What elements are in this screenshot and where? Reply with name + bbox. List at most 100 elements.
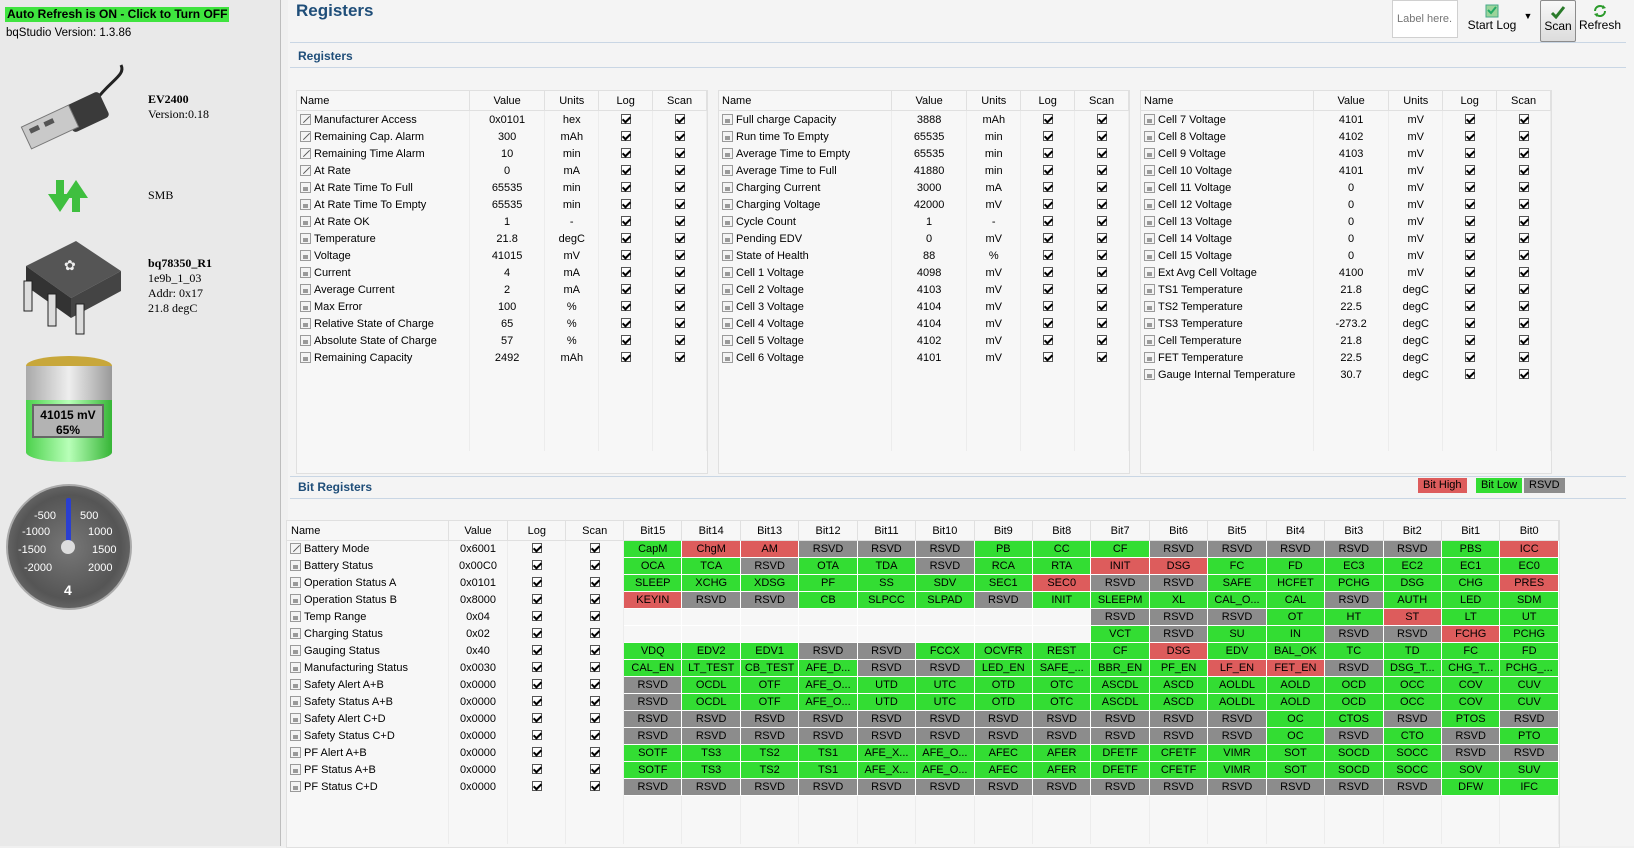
scan-checkbox[interactable] [674,334,685,345]
register-row[interactable]: Gauge Internal Temperature 30.7 degC [1141,366,1551,383]
column-header-bit0[interactable]: Bit0 [1499,521,1559,541]
log-checkbox[interactable] [1464,130,1475,141]
column-header-units[interactable]: Units [966,91,1022,111]
scan-checkbox[interactable] [674,317,685,328]
scan-checkbox[interactable] [674,164,685,175]
bit-register-row[interactable]: Safety Alert C+D 0x0000 RSVD RSVD RSVD RSVD RS… [287,710,1559,728]
log-checkbox[interactable] [1042,147,1053,158]
scan-checkbox[interactable] [674,130,685,141]
register-row[interactable]: Cell 1 Voltage 4098 mV [719,264,1129,281]
log-checkbox[interactable] [620,300,631,311]
scan-checkbox[interactable] [589,543,600,554]
scan-checkbox[interactable] [589,696,600,706]
column-header-scan[interactable]: Scan [1496,91,1551,111]
log-checkbox[interactable] [531,679,542,689]
scan-checkbox[interactable] [674,283,685,294]
register-row[interactable]: At Rate OK 1- [297,213,707,230]
log-checkbox[interactable] [1042,113,1053,124]
log-checkbox[interactable] [1464,266,1475,277]
scan-checkbox[interactable] [674,113,685,124]
scan-checkbox[interactable] [1096,215,1107,226]
register-row[interactable]: Full charge Capacity 3888 mAh [719,110,1129,128]
scan-checkbox[interactable] [589,679,600,689]
register-row[interactable]: TS3 Temperature -273.2 degC [1141,315,1551,332]
column-header-name[interactable]: Name [1141,91,1314,111]
scan-checkbox[interactable] [1096,130,1107,141]
register-value[interactable]: 0x0101 [469,110,546,128]
register-row[interactable]: Cell 4 Voltage 4104 mV [719,315,1129,332]
log-checkbox[interactable] [531,713,542,723]
column-header-bit11[interactable]: Bit11 [857,521,917,541]
log-checkbox[interactable] [531,764,542,774]
scan-button[interactable]: Scan [1540,0,1576,42]
log-checkbox[interactable] [620,181,631,192]
scan-checkbox[interactable] [589,628,600,638]
bit-register-row[interactable]: Charging Status 0x02 VCT RSVD SU IN RSVD RSVD FC… [287,625,1559,643]
scan-checkbox[interactable] [674,215,685,226]
scan-checkbox[interactable] [1518,317,1529,328]
log-checkbox[interactable] [620,334,631,345]
log-checkbox[interactable] [1464,113,1475,124]
log-label-input[interactable] [1392,0,1458,38]
log-checkbox[interactable] [1464,181,1475,192]
log-checkbox[interactable] [531,662,542,672]
bit-register-row[interactable]: Temp Range 0x04 RSVD RSVD RSVD OT HT ST LT UT [287,608,1559,626]
column-header-log[interactable]: Log [1020,91,1076,111]
register-row[interactable]: Cell 8 Voltage 4102 mV [1141,128,1551,145]
bit-register-row[interactable]: Battery Status 0x00C0 OCA TCA RSVD OTA TDA RSVD… [287,557,1559,575]
register-row[interactable]: At Rate Time To Empty 65535 min [297,196,707,213]
scan-checkbox[interactable] [1518,300,1529,311]
register-row[interactable]: Cell 2 Voltage 4103 mV [719,281,1129,298]
register-row[interactable]: Cell 9 Voltage 4103 mV [1141,145,1551,162]
scan-checkbox[interactable] [1096,198,1107,209]
scan-checkbox[interactable] [1518,181,1529,192]
column-header-scan[interactable]: Scan [652,91,707,111]
scan-checkbox[interactable] [1096,351,1107,362]
column-header-bit1[interactable]: Bit1 [1441,521,1501,541]
scan-checkbox[interactable] [674,181,685,192]
column-header-units[interactable]: Units [544,91,600,111]
scan-checkbox[interactable] [589,594,600,604]
bit-register-row[interactable]: Battery Mode 0x6001 CapM ChgM AM RSVD RSVD RSVD… [287,540,1559,558]
column-header-value[interactable]: Value [469,91,546,111]
log-checkbox[interactable] [620,232,631,243]
log-checkbox[interactable] [531,577,542,587]
register-value[interactable]: 10 [469,145,546,162]
scan-checkbox[interactable] [674,147,685,158]
scan-checkbox[interactable] [589,577,600,587]
bit-register-row[interactable]: Manufacturing Status 0x0030 CAL_EN LT_TEST C… [287,659,1559,677]
scan-checkbox[interactable] [589,560,600,570]
log-checkbox[interactable] [1042,164,1053,175]
column-header-log[interactable]: Log [598,91,654,111]
register-row[interactable]: Remaining Cap. Alarm 300 mAh [297,128,707,145]
scan-checkbox[interactable] [1518,147,1529,158]
scan-checkbox[interactable] [589,747,600,757]
log-checkbox[interactable] [1042,283,1053,294]
scan-checkbox[interactable] [1518,164,1529,175]
log-checkbox[interactable] [1464,283,1475,294]
log-checkbox[interactable] [1042,300,1053,311]
scan-checkbox[interactable] [674,351,685,362]
scan-checkbox[interactable] [1096,249,1107,260]
log-checkbox[interactable] [620,147,631,158]
register-row[interactable]: State of Health 88% [719,247,1129,264]
scan-checkbox[interactable] [1518,266,1529,277]
log-checkbox[interactable] [1464,164,1475,175]
bit-register-row[interactable]: Safety Status A+B 0x0000 RSVD OCDL OTF AFE_O.… [287,693,1559,711]
log-checkbox[interactable] [531,645,542,655]
log-checkbox[interactable] [620,164,631,175]
bit-register-row[interactable]: PF Status A+B 0x0000 SOTF TS3 TS2 TS1 AFE_X...… [287,761,1559,779]
register-row[interactable]: Ext Avg Cell Voltage 4100 mV [1141,264,1551,281]
register-row[interactable]: Voltage 41015 mV [297,247,707,264]
scan-checkbox[interactable] [1096,147,1107,158]
column-header-bit8[interactable]: Bit8 [1032,521,1092,541]
log-checkbox[interactable] [620,249,631,260]
register-value[interactable]: 300 [469,128,546,145]
column-header-name[interactable]: Name [719,91,892,111]
scan-checkbox[interactable] [674,198,685,209]
register-row[interactable]: Cell 12 Voltage 0 mV [1141,196,1551,213]
column-header-name[interactable]: Name [297,91,470,111]
column-header-bit5[interactable]: Bit5 [1207,521,1267,541]
register-row[interactable]: Cell 11 Voltage 0 mV [1141,179,1551,196]
register-row[interactable]: Relative State of Charge 65% [297,315,707,332]
